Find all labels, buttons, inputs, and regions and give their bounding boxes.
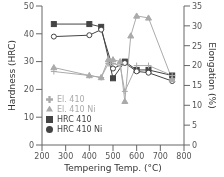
svg-text:0: 0 [192, 141, 197, 150]
svg-text:15: 15 [192, 81, 202, 90]
svg-text:700: 700 [153, 152, 168, 161]
svg-text:30: 30 [24, 57, 34, 66]
svg-text:25: 25 [192, 42, 202, 51]
svg-text:200: 200 [34, 152, 49, 161]
svg-text:10: 10 [192, 101, 202, 110]
svg-text:400: 400 [82, 152, 97, 161]
html-text:HRC 410: HRC 410 [57, 115, 92, 124]
svg-text:300: 300 [58, 152, 73, 161]
html-text:HRC 410 Ni: HRC 410 Ni [57, 125, 103, 134]
svg-text:800: 800 [176, 152, 191, 161]
svg-text:Tempering Temp. (°C): Tempering Temp. (°C) [63, 163, 162, 173]
svg-text:10: 10 [24, 113, 34, 122]
html-text:El. 410 Ni: El. 410 Ni [57, 105, 96, 114]
svg-text:Elongation (%): Elongation (%) [207, 42, 216, 108]
html-text:El. 410: El. 410 [57, 95, 85, 104]
svg-text:30: 30 [192, 22, 202, 31]
svg-text:600: 600 [129, 152, 144, 161]
svg-text:20: 20 [24, 85, 34, 94]
svg-text:40: 40 [24, 30, 34, 39]
svg-text:0: 0 [29, 141, 34, 150]
svg-text:500: 500 [105, 152, 120, 161]
svg-text:Hardness (HRC): Hardness (HRC) [8, 40, 17, 111]
svg-text:20: 20 [192, 61, 202, 70]
svg-text:50: 50 [24, 2, 34, 11]
svg-text:35: 35 [192, 2, 202, 11]
svg-text:5: 5 [192, 121, 197, 130]
